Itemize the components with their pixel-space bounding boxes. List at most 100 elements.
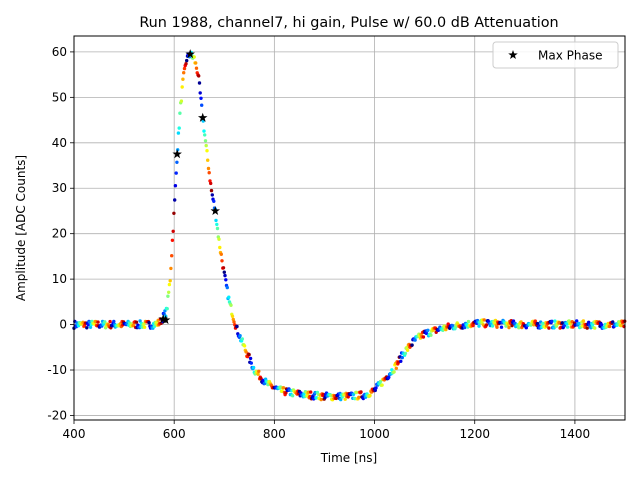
waveform-sample [510, 323, 514, 328]
waveform-sample [499, 325, 504, 329]
legend-entry: Max Phase [538, 49, 602, 63]
waveform-sample [482, 318, 486, 322]
waveform-sample [608, 324, 612, 329]
waveform-sample [167, 290, 171, 294]
waveform-sample [619, 323, 623, 328]
waveform-sample [224, 278, 228, 282]
waveform-sample [387, 375, 391, 379]
max-phase-star [197, 112, 208, 122]
waveform-sample [446, 322, 450, 326]
waveform-sample [517, 326, 521, 330]
waveform-sample [231, 317, 235, 322]
waveform-sample [173, 198, 177, 202]
waveform-sample [220, 259, 224, 263]
y-tick-label: 20 [52, 227, 67, 241]
waveform-sample [194, 61, 198, 65]
waveform-sample [182, 71, 186, 75]
waveform-sample [206, 166, 211, 171]
waveform-sample [251, 365, 256, 370]
waveform-sample [565, 325, 570, 329]
legend-star-icon [508, 50, 518, 60]
waveform-sample [405, 348, 410, 352]
waveform-sample [374, 386, 378, 390]
waveform-sample [210, 193, 214, 197]
y-tick-label: 0 [59, 318, 67, 332]
waveform-sample [202, 129, 206, 133]
chart-title: Run 1988, channel7, hi gain, Pulse w/ 60… [139, 15, 558, 31]
waveform-sample [184, 62, 188, 66]
waveform-sample [165, 307, 169, 311]
x-tick-label: 1000 [359, 427, 390, 441]
waveform-sample [426, 328, 430, 332]
waveform-sample [240, 337, 244, 341]
waveform-sample [221, 266, 226, 270]
waveform-sample [88, 325, 93, 329]
max-phase-star [185, 49, 195, 59]
waveform-sample [134, 320, 139, 324]
waveform-sample [138, 319, 142, 323]
waveform-sample [581, 319, 586, 323]
waveform-sample [209, 181, 213, 186]
waveform-sample [535, 321, 540, 326]
x-tick-label: 800 [263, 427, 286, 441]
waveform-sample [204, 143, 208, 148]
waveform-sample [399, 359, 403, 363]
waveform-sample [593, 326, 597, 330]
waveform-sample [112, 319, 116, 324]
waveform-sample [214, 218, 218, 223]
waveform-sample [599, 323, 604, 327]
waveform-sample [179, 99, 184, 103]
waveform-sample [215, 226, 220, 231]
waveform-sample [343, 397, 347, 401]
waveform-sample [207, 171, 211, 175]
waveform-sample [248, 356, 253, 361]
waveform-sample [242, 344, 247, 348]
waveform-samples [72, 50, 627, 402]
y-tick-label: 40 [52, 136, 67, 150]
waveform-sample [197, 74, 201, 78]
waveform-sample [198, 91, 202, 95]
waveform-sample [477, 324, 481, 328]
max-phase-star [210, 205, 221, 215]
y-tick-label: 50 [52, 90, 67, 104]
y-tick-label: 10 [52, 272, 67, 286]
waveform-sample [197, 81, 202, 85]
waveform-sample [466, 319, 471, 324]
waveform-sample [215, 222, 219, 227]
x-axis-ticks: 400 600 800 1000 1200 1400 [63, 420, 590, 441]
waveform-sample [203, 133, 207, 137]
waveform-sample [410, 343, 414, 347]
grid-lines [73, 36, 625, 420]
waveform-sample [86, 323, 91, 327]
max-phase-star [160, 315, 171, 325]
waveform-sample [392, 370, 396, 374]
waveform-sample [244, 350, 248, 354]
waveform-sample [281, 386, 286, 390]
waveform-sample [575, 319, 579, 323]
waveform-sample [209, 188, 214, 193]
waveform-sample [173, 184, 178, 188]
waveform-sample [257, 369, 261, 373]
waveform-sample [96, 320, 100, 324]
waveform-sample [587, 320, 591, 324]
waveform-sample [249, 361, 253, 365]
waveform-sample [339, 397, 343, 402]
waveform-sample [553, 319, 557, 323]
waveform-sample [222, 270, 226, 274]
waveform-sample [394, 366, 398, 370]
y-axis-ticks: -20 -10 0 10 20 30 40 50 60 [47, 45, 74, 422]
waveform-sample [351, 392, 356, 397]
waveform-sample [108, 319, 112, 324]
waveform-sample [611, 320, 615, 324]
waveform-sample [309, 390, 313, 394]
y-tick-label: 60 [52, 45, 67, 59]
y-tick-label: -10 [47, 363, 67, 377]
waveform-sample [147, 321, 151, 325]
waveform-sample [225, 285, 229, 290]
waveform-sample [232, 320, 236, 324]
waveform-sample [180, 85, 184, 89]
y-axis-label: Amplitude [ADC Counts] [14, 155, 28, 301]
waveform-sample [177, 126, 181, 130]
waveform-sample [429, 333, 433, 337]
